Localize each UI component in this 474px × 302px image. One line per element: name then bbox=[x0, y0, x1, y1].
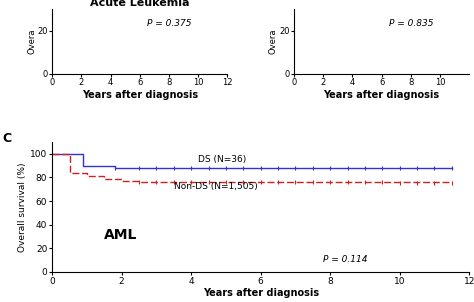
Y-axis label: Overall survival (%): Overall survival (%) bbox=[18, 162, 27, 252]
Y-axis label: Overa: Overa bbox=[27, 29, 36, 54]
Text: AML: AML bbox=[104, 228, 137, 242]
X-axis label: Years after diagnosis: Years after diagnosis bbox=[203, 288, 319, 298]
Text: P = 0.835: P = 0.835 bbox=[389, 19, 433, 28]
Title: Acute Leukemia: Acute Leukemia bbox=[90, 0, 190, 8]
Text: DS (N=36): DS (N=36) bbox=[198, 155, 246, 164]
X-axis label: Years after diagnosis: Years after diagnosis bbox=[324, 90, 440, 100]
Text: P = 0.375: P = 0.375 bbox=[147, 19, 191, 28]
Text: P = 0.114: P = 0.114 bbox=[323, 255, 368, 264]
Y-axis label: Overa: Overa bbox=[269, 29, 278, 54]
X-axis label: Years after diagnosis: Years after diagnosis bbox=[82, 90, 198, 100]
Text: C: C bbox=[2, 132, 11, 145]
Text: Non-DS (N=1,505): Non-DS (N=1,505) bbox=[174, 182, 257, 191]
